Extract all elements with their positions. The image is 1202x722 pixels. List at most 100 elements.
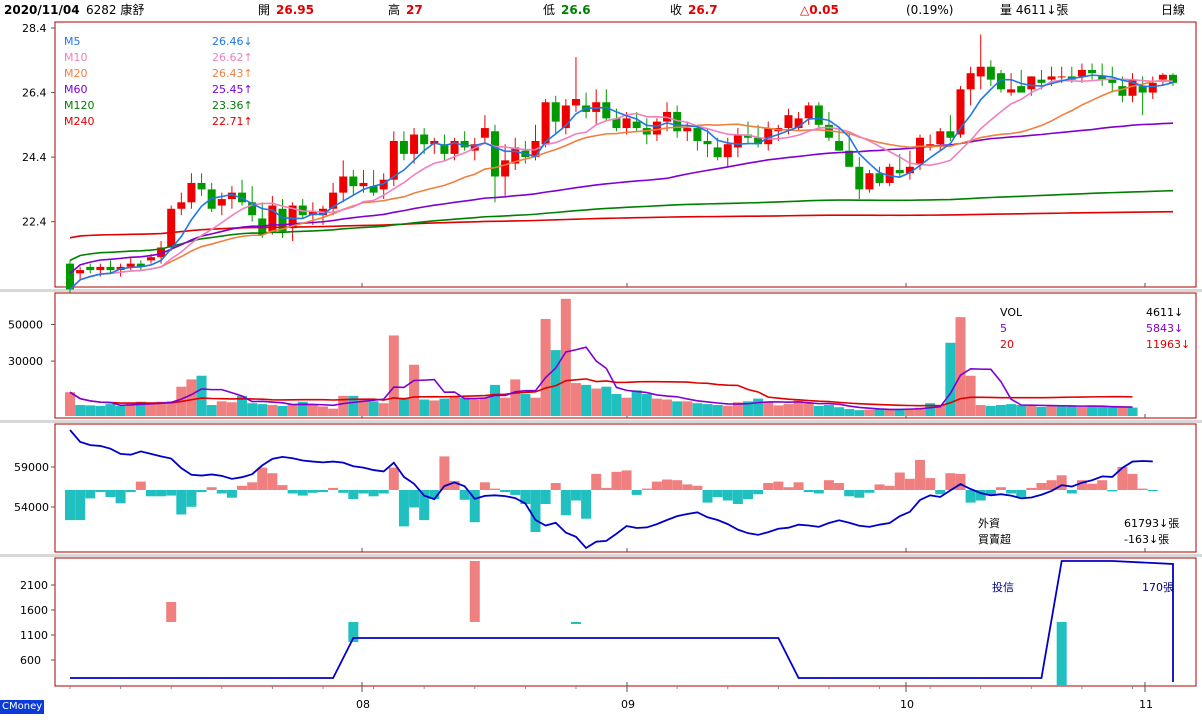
volume-bar-1 [75, 405, 86, 416]
volume-bar-5 [115, 405, 126, 416]
foreign-bar-52 [591, 473, 602, 490]
panel-frame-2 [54, 292, 1197, 419]
volume-bar-67 [742, 401, 753, 416]
foreign-bar-72 [793, 482, 804, 490]
foreign-bar-32 [388, 467, 399, 490]
volume-bar-73 [803, 403, 814, 416]
period-tab[interactable]: 日線 [1161, 3, 1186, 17]
ma5-line [69, 74, 1174, 291]
foreign-bar-53 [601, 487, 612, 490]
candle-body-83 [905, 166, 914, 174]
high-value: 27 [406, 3, 423, 17]
price-y-tick-2: 24.4 [22, 151, 47, 164]
foreign-bar-15 [216, 490, 227, 494]
foreign-bar-5 [115, 490, 126, 504]
volume-bar-96 [1036, 406, 1047, 416]
candle-body-7 [136, 263, 145, 267]
foreign-bar-1 [75, 490, 86, 521]
volume-bar-84 [915, 407, 926, 416]
legend-label-m60: M60 [64, 83, 88, 96]
volume-bar-23 [297, 401, 308, 416]
foreign-bar-43 [500, 490, 511, 493]
foreign-bar-105 [1127, 473, 1138, 490]
foreign-bar-61 [682, 484, 693, 490]
volume-bar-81 [884, 409, 895, 416]
volume-bar-76 [834, 407, 845, 416]
foreign-bar-66 [732, 490, 743, 504]
cmoney-brand-logo[interactable]: CMoney [0, 700, 45, 714]
candle-body-86 [936, 131, 945, 145]
foreign-bar-9 [156, 490, 167, 497]
candle-body-107 [1148, 82, 1157, 93]
close-label: 收 [670, 3, 683, 17]
foreign-bar-6 [125, 490, 136, 493]
foreign-bar-42 [490, 488, 501, 490]
open-value: 26.95 [276, 3, 314, 17]
volume-bar-66 [732, 402, 743, 416]
volume-bar-37 [439, 398, 450, 416]
foreign-bar-0 [65, 490, 75, 521]
candle-body-98 [1057, 76, 1066, 78]
candle-body-13 [197, 182, 206, 190]
foreign-bar-98 [1056, 475, 1067, 490]
candle-body-17 [238, 192, 247, 203]
candle-body-39 [460, 140, 469, 148]
candle-body-69 [764, 128, 773, 145]
volume-bar-64 [712, 405, 723, 416]
candle-body-26 [329, 192, 338, 209]
change-percent: (0.19%) [906, 3, 954, 17]
volume-y-tick-1: 30000 [8, 355, 43, 368]
candle-body-78 [855, 166, 864, 190]
volume-bar-44 [510, 379, 521, 416]
foreign-bar-100 [1076, 480, 1087, 490]
volume-text: 量 4611↓張 [1000, 3, 1069, 17]
candle-body-48 [551, 102, 560, 122]
foreign-bar-67 [742, 490, 753, 500]
foreign-bar-47 [540, 490, 551, 504]
low-value: 26.6 [561, 3, 591, 17]
foreign-bar-96 [1036, 483, 1047, 490]
volume-bar-98 [1056, 405, 1067, 416]
candle-body-106 [1138, 86, 1147, 93]
foreign-bar-38 [449, 480, 460, 490]
volume-bar-87 [945, 342, 956, 416]
panel-separator-3 [0, 554, 1202, 557]
candle-body-65 [723, 144, 732, 158]
foreign-bar-90 [975, 490, 986, 501]
foreign-bar-101 [1087, 483, 1098, 490]
foreign-bar-71 [783, 487, 794, 490]
foreign-bar-8 [145, 490, 156, 497]
foreign-bar-46 [530, 490, 541, 532]
foreign-bar-60 [672, 480, 683, 490]
volume-bar-41 [479, 397, 490, 416]
candle-body-20 [268, 205, 277, 232]
volume-bar-10 [166, 401, 177, 416]
candle-body-52 [592, 102, 601, 112]
volume-legend-label-1: 5 [1000, 322, 1007, 335]
candle-body-10 [167, 208, 176, 248]
candle-body-92 [996, 73, 1005, 90]
foreign-bar-83 [904, 478, 915, 490]
candle-body-108 [1158, 74, 1167, 80]
foreign-bar-77 [844, 490, 855, 497]
foreign-legend-label-0: 外資 [978, 517, 1000, 530]
foreign-bar-28 [348, 490, 359, 500]
foreign-bar-62 [692, 485, 703, 490]
volume-bar-36 [429, 400, 440, 416]
volume-legend-value-1: 5843↓ [1146, 322, 1183, 335]
foreign-legend-value-1: -163↓張 [1124, 533, 1169, 546]
foreign-bar-82 [894, 472, 905, 490]
volume-bar-102 [1097, 406, 1108, 416]
volume-bar-103 [1107, 407, 1118, 416]
foreign-bar-49 [560, 490, 571, 516]
candle-body-12 [187, 182, 196, 203]
candle-body-32 [389, 140, 398, 180]
candle-body-67 [743, 134, 752, 138]
foreign-bar-23 [297, 490, 308, 496]
volume-bar-42 [490, 384, 501, 416]
candle-body-27 [339, 176, 348, 193]
foreign-bar-57 [641, 488, 652, 490]
foreign-bar-3 [95, 490, 106, 493]
candle-body-29 [359, 182, 368, 187]
